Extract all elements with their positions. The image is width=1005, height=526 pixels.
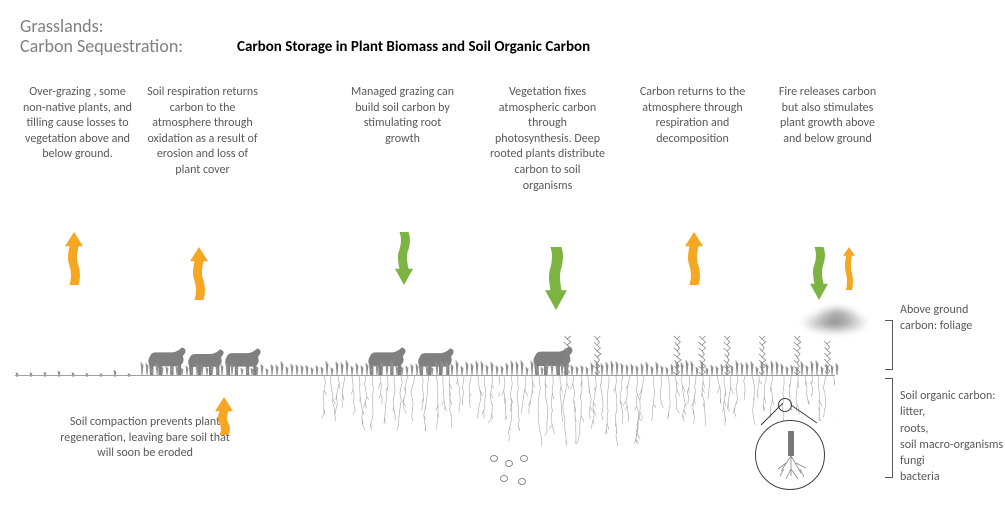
label-above-ground: Above ground carbon: foliage (900, 302, 995, 334)
soil-organism-icon (500, 475, 508, 482)
column-text-3: Vegetation fixes atmospheric carbon thro… (490, 85, 605, 194)
tall-plant-icon (720, 330, 734, 375)
title-line2: Carbon Sequestration: (20, 35, 183, 57)
soil-organism-icon (505, 460, 513, 467)
soil-line (15, 375, 835, 376)
soil-organism-icon (520, 455, 528, 462)
bracket-below (885, 378, 893, 478)
arrow-up-icon (185, 245, 213, 315)
column-text-5: Fire releases carbon but also stimulates… (770, 85, 885, 147)
roots-icon (500, 376, 650, 446)
label-above-text: Above ground carbon: foliage (900, 303, 972, 333)
tall-plant-icon (590, 335, 604, 375)
tall-plant-icon (560, 330, 574, 375)
arrow-up-icon (838, 245, 860, 305)
tall-plant-icon (790, 332, 804, 375)
arrow-down-icon (805, 245, 833, 315)
tall-plant-icon (695, 335, 709, 375)
soil-organism-icon (518, 478, 526, 485)
label-below-text: Soil organic carbon: litter, roots, soil… (900, 389, 1003, 484)
tall-plant-icon (755, 335, 769, 375)
bracket-above (885, 320, 893, 370)
column-text-1: Soil respiration returns carbon to the a… (145, 85, 260, 179)
grass-patch (140, 362, 280, 375)
arrow-down-icon (390, 230, 418, 300)
tall-plant-icon (820, 336, 834, 374)
arrow-up-icon (210, 395, 238, 450)
column-text-2: Managed grazing can build soil carbon by… (345, 85, 460, 147)
tall-plant-icon (670, 330, 684, 375)
arrow-down-icon (540, 245, 572, 325)
compaction-text: Soil compaction prevents plant regenerat… (60, 415, 230, 462)
column-text-4: Carbon returns to the atmosphere through… (635, 85, 750, 147)
arrow-up-icon (60, 230, 88, 300)
arrow-up-icon (680, 230, 708, 300)
magnify-connector (755, 395, 835, 435)
soil-organism-icon (490, 455, 498, 462)
subtitle: Carbon Storage in Plant Biomass and Soil… (237, 38, 590, 56)
label-below-ground: Soil organic carbon: litter, roots, soil… (900, 372, 1005, 485)
smoke (815, 305, 860, 323)
title-line1: Grasslands: (20, 15, 104, 37)
roots-icon (320, 376, 500, 431)
column-text-0: Over-grazing , some non-native plants, a… (20, 85, 135, 163)
